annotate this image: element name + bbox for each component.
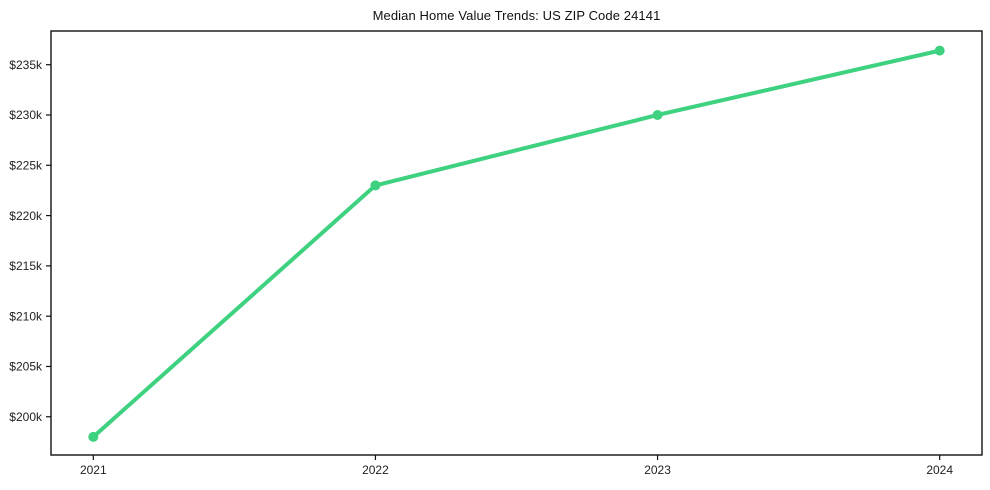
x-tick-label: 2023 (644, 463, 671, 477)
y-tick-label: $205k (9, 360, 43, 374)
data-point-marker (652, 109, 663, 120)
chart-title: Median Home Value Trends: US ZIP Code 24… (372, 8, 661, 23)
data-point-marker (370, 180, 381, 191)
data-point-marker (88, 431, 99, 442)
y-tick-label: $215k (9, 259, 43, 273)
trend-line (91, 48, 942, 439)
plot-border (50, 30, 983, 456)
x-tick-label: 2024 (926, 463, 953, 477)
y-tick-label: $200k (9, 410, 43, 424)
y-tick-label: $235k (9, 58, 43, 72)
x-tick-label: 2021 (80, 463, 107, 477)
y-tick-label: $220k (9, 209, 43, 223)
data-point-marker (934, 45, 945, 56)
x-tick-label: 2022 (362, 463, 389, 477)
y-tick-label: $225k (9, 158, 43, 172)
y-tick-label: $230k (9, 108, 43, 122)
y-tick-label: $210k (9, 309, 43, 323)
